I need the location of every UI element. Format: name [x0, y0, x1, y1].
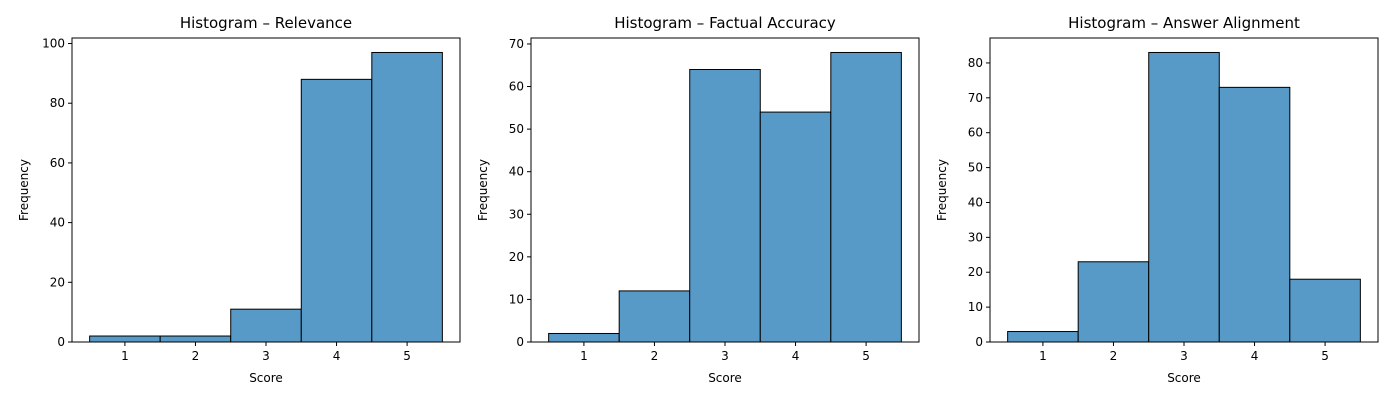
x-tick-label: 5: [862, 349, 870, 363]
x-tick-label: 3: [1180, 349, 1188, 363]
y-tick-label: 70: [968, 91, 983, 105]
y-tick-label: 0: [975, 335, 983, 349]
y-tick-label: 40: [509, 165, 524, 179]
x-tick-label: 4: [1251, 349, 1259, 363]
y-tick-label: 0: [57, 335, 65, 349]
x-tick-label: 5: [403, 349, 411, 363]
y-axis-label: Frequency: [476, 159, 490, 221]
chart-panel-1: 1 2 3 4 5 0 20 40 60 80 100 Histogram – Relevance Sc…: [17, 14, 461, 385]
x-tick-label: 2: [1110, 349, 1118, 363]
y-tick-label: 60: [509, 80, 524, 94]
x-tick-label: 1: [121, 349, 129, 363]
x-axis-label: Score: [708, 371, 742, 385]
x-axis-label: Score: [1167, 371, 1201, 385]
y-tick-label: 30: [509, 207, 524, 221]
y-tick-label: 20: [509, 250, 524, 264]
chart-title: Histogram – Relevance: [180, 14, 352, 32]
bar-score-2: [1077, 261, 1150, 343]
bar-score-5: [1289, 278, 1361, 343]
x-tick-label: 3: [721, 349, 729, 363]
bar-score-3: [689, 69, 761, 343]
y-tick-label: 40: [50, 216, 65, 230]
bar-score-2: [159, 335, 232, 343]
y-tick-label: 80: [50, 96, 65, 110]
y-tick-label: 60: [968, 126, 983, 140]
chart-title: Histogram – Factual Accuracy: [614, 14, 836, 32]
y-tick-label: 80: [968, 56, 983, 70]
y-tick-label: 10: [968, 300, 983, 314]
bar-score-5: [830, 51, 902, 343]
bar-score-4: [300, 78, 373, 343]
y-tick-label: 50: [968, 161, 983, 175]
y-tick-label: 70: [509, 37, 524, 51]
x-tick-label: 5: [1321, 349, 1329, 363]
x-tick-label: 4: [792, 349, 800, 363]
bar-score-4: [759, 111, 832, 343]
y-tick-label: 20: [968, 265, 983, 279]
bar-score-1: [1007, 331, 1079, 343]
y-tick-label: 10: [509, 292, 524, 306]
bar-score-1: [548, 332, 620, 343]
y-tick-label: 40: [968, 195, 983, 209]
y-tick-label: 0: [516, 335, 524, 349]
y-tick-label: 50: [509, 122, 524, 136]
y-tick-label: 60: [50, 156, 65, 170]
bar-score-3: [230, 308, 302, 343]
x-axis-label: Score: [249, 371, 283, 385]
bar-score-1: [89, 335, 161, 343]
y-tick-label: 100: [42, 37, 65, 51]
x-tick-label: 2: [192, 349, 200, 363]
x-tick-label: 1: [1039, 349, 1047, 363]
x-tick-label: 1: [580, 349, 588, 363]
x-tick-label: 4: [333, 349, 341, 363]
bar-score-5: [371, 51, 443, 343]
y-tick-label: 20: [50, 275, 65, 289]
y-axis-label: Frequency: [935, 159, 949, 221]
chart-title: Histogram – Answer Alignment: [1068, 14, 1300, 32]
y-axis-label: Frequency: [17, 159, 31, 221]
bar-score-2: [618, 290, 691, 343]
bar-score-4: [1218, 86, 1291, 343]
y-tick-label: 30: [968, 230, 983, 244]
x-tick-label: 3: [262, 349, 270, 363]
x-tick-label: 2: [651, 349, 659, 363]
bar-score-3: [1148, 51, 1220, 343]
